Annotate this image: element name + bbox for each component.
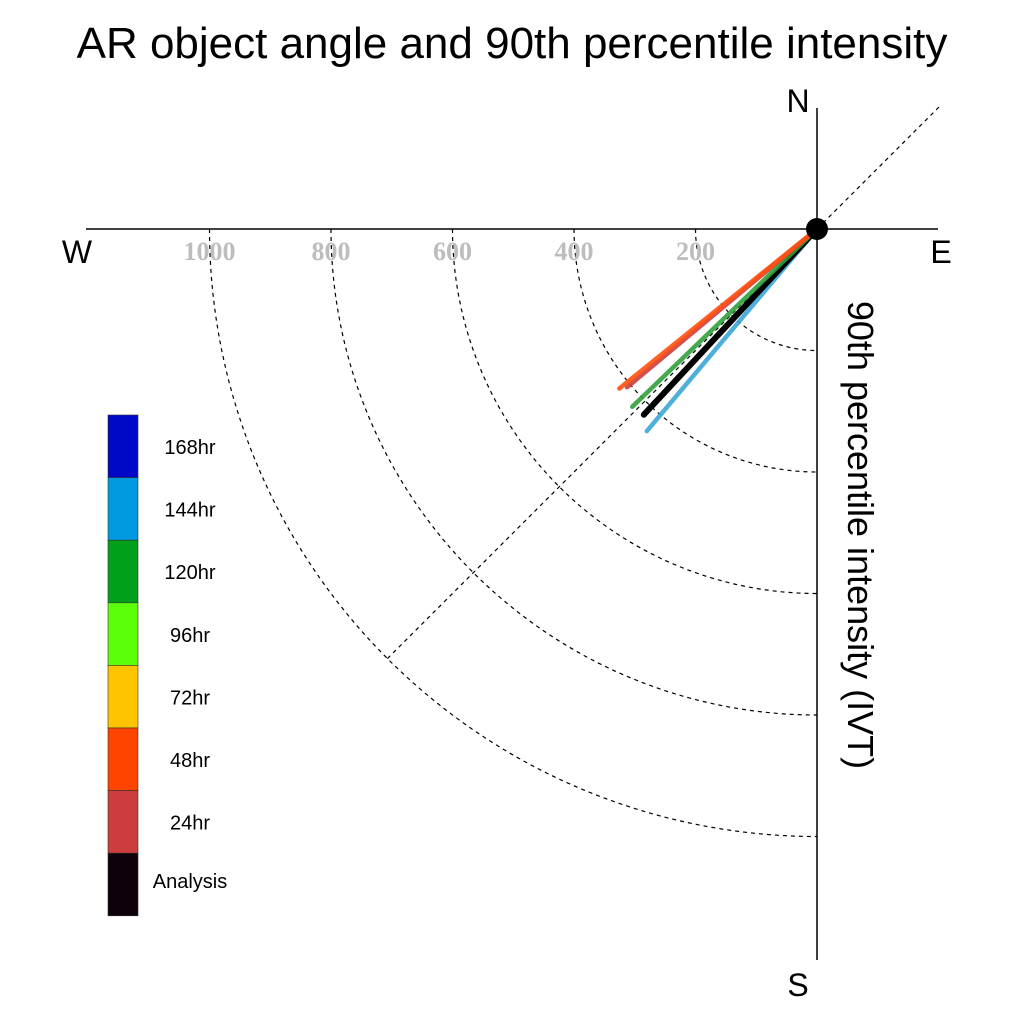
legend-swatch-168hr <box>107 414 139 478</box>
legend-label: 120hr <box>164 562 215 584</box>
vector-48hr <box>617 226 820 391</box>
legend-label: Analysis <box>153 871 227 893</box>
radial-ring-200 <box>694 228 818 352</box>
color-legend: 168hr 144hr 120hr 96hr 72hr 48hr 24hr Analysis <box>107 414 227 917</box>
legend-swatch-analysis <box>107 852 139 917</box>
radial-ring-800 <box>330 228 818 716</box>
y-axis-label: 90th percentile intensity (IVT) <box>840 301 881 769</box>
radial-ring-1000 <box>208 228 818 838</box>
radial-tick-label: 400 <box>555 237 594 266</box>
radial-tick-label: 1000 <box>184 237 236 266</box>
chart-title: AR object angle and 90th percentile inte… <box>77 19 948 68</box>
legend-swatch-72hr <box>107 665 139 729</box>
legend-label: 96hr <box>170 625 210 647</box>
compass-east-label: E <box>930 234 951 270</box>
legend-swatch-48hr <box>107 727 139 791</box>
compass-west-label: W <box>62 234 93 270</box>
radial-tick-label: 800 <box>312 237 351 266</box>
compass-south-label: S <box>787 967 808 1003</box>
origin-marker <box>806 218 828 240</box>
diagonal-guide-line <box>387 105 941 659</box>
radial-tick-label: 600 <box>433 237 472 266</box>
legend-label: 72hr <box>170 687 210 709</box>
legend-swatch-96hr <box>107 602 139 666</box>
vector-120hr <box>630 226 820 410</box>
legend-swatch-120hr <box>107 539 139 604</box>
legend-label: 48hr <box>170 750 210 772</box>
legend-label: 24hr <box>170 813 210 835</box>
radial-tick-labels: 200 400 600 800 1000 <box>184 237 716 266</box>
radial-grid <box>208 228 818 838</box>
vector-analysis <box>640 226 820 418</box>
radial-tick-label: 200 <box>676 237 715 266</box>
legend-label: 144hr <box>164 500 215 522</box>
direction-vectors <box>617 226 820 434</box>
compass-north-label: N <box>786 83 809 119</box>
legend-swatch-144hr <box>107 477 139 541</box>
legend-swatch-24hr <box>107 790 139 854</box>
legend-label: 168hr <box>164 437 215 459</box>
